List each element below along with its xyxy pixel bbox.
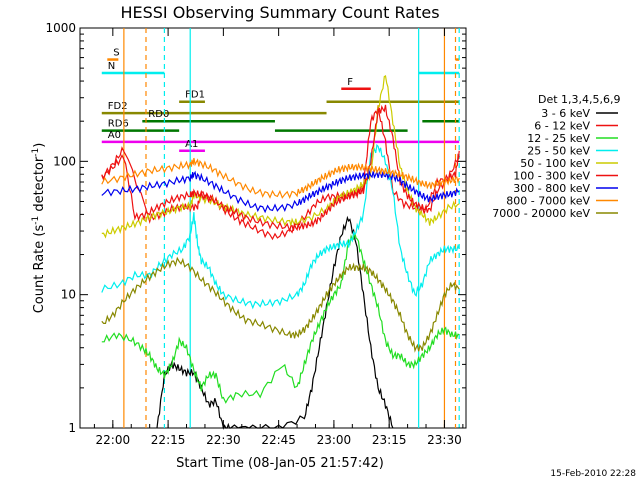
y-tick-label: 1 (68, 421, 76, 435)
series-line-800-7000kev (101, 157, 460, 200)
legend-label: 100 - 300 keV (513, 170, 590, 183)
x-tick-label: 23:15 (372, 433, 407, 447)
interval-label: S (113, 48, 119, 59)
legend-label: 25 - 50 keV (527, 145, 590, 158)
x-axis-label: Start Time (08-Jan-05 21:57:42) (176, 456, 384, 471)
interval-label: FD2 (108, 101, 128, 112)
interval-label: A0 (108, 130, 121, 141)
x-tick-label: 22:45 (261, 433, 296, 447)
legend-label: 6 - 12 keV (534, 120, 590, 133)
interval-label: RD0 (148, 109, 169, 120)
y-axis-label-main: Count Rate (s (32, 225, 47, 314)
x-tick-label: 22:00 (96, 433, 131, 447)
x-tick-label: 23:30 (427, 433, 462, 447)
legend-label: 50 - 100 keV (520, 157, 590, 170)
x-tick-label: 23:00 (317, 433, 352, 447)
legend-label: 3 - 6 keV (541, 107, 590, 120)
interval-label: F (347, 77, 353, 88)
y-axis-label-sup1: -1 (31, 216, 41, 225)
y-tick-label: 1000 (45, 21, 76, 35)
plot-frame (79, 27, 467, 429)
legend-label: 12 - 25 keV (527, 132, 590, 145)
legend-label: 7000 - 20000 keV (492, 207, 590, 220)
chart-title: HESSI Observing Summary Count Rates (120, 3, 439, 22)
series-line-7000-20000kev (101, 256, 460, 353)
series-line-300-800kev (101, 169, 460, 214)
interval-label: FD1 (185, 90, 205, 101)
legend-label: 800 - 7000 keV (506, 195, 590, 208)
series-line-3-6kev (156, 215, 394, 430)
interval-label: RD6 (108, 119, 129, 130)
legend-title: Det 1,3,4,5,6,9 (538, 93, 621, 106)
y-axis-label: Count Rate (s-1 detector-1) (31, 143, 47, 314)
interval-label: N (108, 61, 115, 72)
x-tick-label: 22:30 (206, 433, 241, 447)
y-tick-label: 10 (61, 288, 76, 302)
series-line-12-25kev (101, 232, 460, 404)
y-axis-label-sup2: -1 (31, 148, 41, 157)
y-tick-label: 100 (53, 154, 76, 168)
x-tick-label: 22:15 (151, 433, 186, 447)
y-axis-label-end: ) (32, 143, 47, 148)
series-line-6-12kev (101, 105, 460, 241)
footer-timestamp: 15-Feb-2010 22:28 (550, 469, 636, 479)
interval-label: A1 (185, 139, 198, 150)
series-line-50-100kev (101, 74, 460, 239)
y-axis-label-mid: detector (32, 156, 47, 216)
series-line-25-50kev (101, 143, 460, 310)
series-line-100-300kev (101, 104, 460, 233)
legend-label: 300 - 800 keV (513, 182, 590, 195)
